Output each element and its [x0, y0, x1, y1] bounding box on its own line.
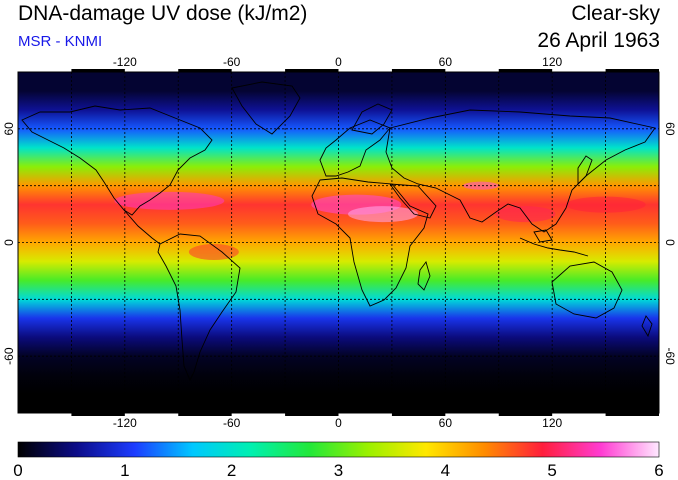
longitude-tick-label: 120 — [542, 416, 562, 430]
longitude-tick-label: 60 — [439, 416, 453, 430]
longitude-tick-label: 60 — [439, 55, 453, 69]
frame-tick-bar — [391, 69, 446, 72]
frame-tick-bar — [178, 69, 232, 72]
frame-tick-bar — [285, 413, 339, 416]
colorbar-tick-label: 5 — [547, 461, 556, 480]
frame-tick-bar — [285, 69, 339, 72]
latitude-tick-label: -60 — [663, 347, 677, 365]
frame-tick-bar — [178, 413, 232, 416]
colorbar-tick-label: 6 — [654, 461, 663, 480]
sky-condition-label: Clear-sky — [571, 2, 660, 25]
regional-high — [462, 181, 499, 190]
regional-high — [348, 206, 419, 223]
longitude-tick-label: -120 — [113, 55, 137, 69]
frame-tick-bar — [498, 413, 553, 416]
colorbar-tick-label: 2 — [227, 461, 236, 480]
frame-tick-bar — [391, 413, 446, 416]
latitude-tick-label: -60 — [2, 347, 16, 365]
frame-tick-bar — [498, 69, 553, 72]
longitude-tick-label: -60 — [223, 55, 241, 69]
latitude-tick-label: 60 — [663, 122, 677, 136]
longitude-tick-label: -60 — [223, 416, 241, 430]
frame-tick-bar — [605, 69, 659, 72]
latitude-tick-label: 0 — [2, 239, 16, 246]
longitude-tick-label: 0 — [335, 416, 342, 430]
longitude-tick-label: -120 — [113, 416, 137, 430]
source-label: MSR - KNMI — [18, 33, 103, 50]
colorbar-labels: 0 1 2 3 4 5 6 — [13, 461, 663, 480]
graticule — [18, 72, 659, 413]
frame-tick-bar — [605, 413, 659, 416]
map-title: DNA-damage UV dose (kJ/m2) — [18, 2, 308, 25]
date-label: 26 April 1963 — [537, 29, 660, 52]
regional-high — [495, 206, 556, 223]
frame-tick-bar — [71, 69, 125, 72]
axis-tick-labels: -120 -120 -60 -60 0 0 60 60 120 120 60 60 0 0 -60 -60 — [2, 55, 677, 430]
latitude-tick-label: 0 — [663, 239, 677, 246]
frame-ticks — [71, 69, 659, 416]
colorbar-tick-label: 0 — [13, 461, 22, 480]
frame-tick-bar — [71, 413, 125, 416]
regional-high — [114, 191, 225, 210]
colorbar-tick-label: 3 — [334, 461, 343, 480]
longitude-tick-label: 120 — [542, 55, 562, 69]
colorbar-tick-label: 1 — [120, 461, 129, 480]
colorbar — [17, 441, 660, 458]
regional-highs — [114, 181, 646, 260]
longitude-tick-label: 0 — [335, 55, 342, 69]
colorbar-tick-label: 4 — [441, 461, 450, 480]
latitude-tick-label: 60 — [2, 122, 16, 136]
